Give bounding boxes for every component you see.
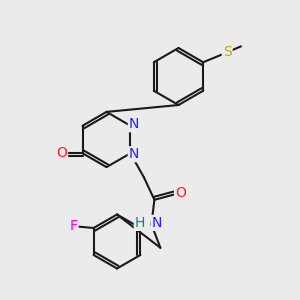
Text: N: N: [129, 117, 139, 131]
Text: N: N: [129, 147, 139, 161]
Text: N: N: [152, 216, 162, 230]
Text: H: H: [135, 216, 145, 230]
Text: F: F: [70, 220, 77, 233]
Text: O: O: [56, 146, 67, 160]
Text: S: S: [223, 45, 232, 59]
Text: O: O: [175, 186, 186, 200]
